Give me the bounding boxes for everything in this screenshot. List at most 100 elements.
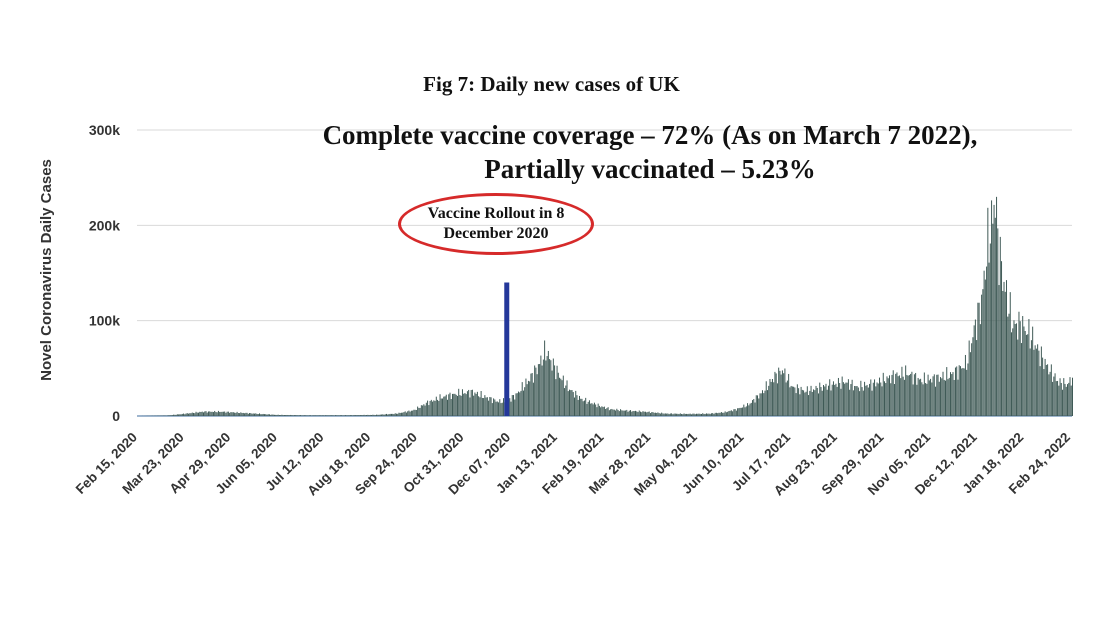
bar	[212, 412, 214, 416]
bar	[315, 415, 317, 416]
bar	[839, 382, 841, 416]
bar	[686, 413, 688, 416]
bar	[676, 413, 678, 416]
bar	[481, 397, 483, 416]
bar	[724, 411, 726, 416]
bar	[852, 390, 854, 416]
bar	[900, 378, 902, 416]
bar	[403, 412, 405, 416]
bar	[936, 374, 938, 416]
bar	[717, 413, 719, 416]
bar	[704, 413, 706, 416]
bar	[545, 360, 547, 416]
bar	[596, 407, 598, 416]
bar	[1037, 344, 1039, 416]
bar	[267, 414, 269, 416]
bar	[290, 414, 292, 416]
bar	[1007, 316, 1009, 416]
bar	[509, 398, 511, 416]
bar	[1023, 326, 1025, 416]
bar	[679, 413, 681, 416]
bar	[779, 370, 781, 416]
bar	[534, 365, 536, 416]
bar	[220, 411, 222, 416]
bar	[291, 415, 293, 416]
bar	[512, 395, 514, 416]
bar	[312, 415, 314, 416]
bar	[215, 412, 217, 416]
bar	[913, 374, 915, 416]
bar	[820, 387, 822, 416]
bar	[275, 414, 277, 416]
bar	[486, 397, 488, 416]
bar	[255, 413, 257, 416]
bar	[870, 379, 872, 416]
bar	[466, 391, 468, 416]
bar	[357, 415, 359, 416]
bar	[905, 365, 907, 416]
bar	[1072, 377, 1073, 416]
bar	[298, 415, 300, 416]
bar	[651, 412, 653, 416]
bar	[639, 411, 641, 416]
bar	[768, 385, 770, 416]
bar	[608, 410, 610, 416]
bar	[902, 376, 904, 416]
bar	[760, 393, 762, 416]
bar	[961, 368, 963, 416]
bar	[363, 414, 365, 416]
bar	[195, 411, 197, 416]
bar	[971, 343, 973, 416]
bar	[250, 413, 252, 416]
bar	[465, 394, 467, 416]
bar	[377, 414, 379, 416]
bar	[997, 228, 999, 416]
bar	[875, 386, 877, 416]
bar	[668, 414, 670, 416]
bar	[948, 377, 950, 416]
bar	[974, 319, 976, 416]
bar	[236, 411, 238, 416]
bar	[282, 415, 284, 416]
bar	[343, 415, 345, 416]
bar	[994, 217, 996, 416]
bar	[535, 367, 537, 416]
bar	[937, 374, 939, 416]
bar	[738, 408, 740, 416]
bar	[242, 412, 244, 416]
bar	[656, 412, 658, 416]
bar	[917, 377, 919, 416]
bar	[183, 413, 185, 416]
bar	[633, 411, 635, 416]
bar	[234, 412, 236, 416]
bar	[444, 396, 446, 416]
bar	[657, 412, 659, 416]
bar	[174, 414, 176, 416]
bar	[754, 402, 756, 416]
bar	[786, 380, 788, 416]
bar	[757, 395, 759, 416]
bar	[366, 414, 368, 416]
bar	[727, 411, 729, 416]
bar	[729, 410, 731, 416]
bar	[880, 382, 882, 416]
bar	[920, 378, 922, 416]
bar	[1004, 291, 1006, 416]
bar	[378, 414, 380, 416]
bar	[216, 412, 218, 416]
bar	[1015, 323, 1017, 416]
bar	[989, 243, 991, 416]
bar	[175, 414, 177, 416]
bar	[181, 413, 183, 416]
bar	[510, 401, 512, 416]
bar	[1020, 343, 1022, 416]
bar	[371, 415, 373, 416]
bar	[1025, 334, 1027, 416]
bar	[683, 413, 685, 416]
bar	[1034, 345, 1036, 416]
bar	[654, 412, 656, 416]
bar	[865, 385, 867, 416]
bar	[876, 382, 878, 416]
bar	[519, 392, 521, 416]
coverage-line-1: Complete vaccine coverage – 72% (As on M…	[322, 120, 978, 150]
